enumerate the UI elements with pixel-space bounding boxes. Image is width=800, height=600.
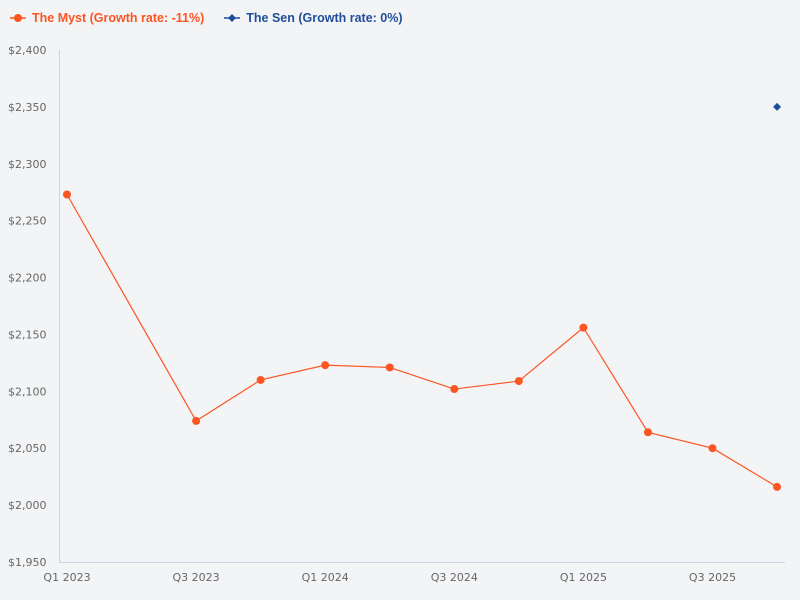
data-point-circle[interactable]	[579, 323, 588, 332]
legend-item-the-sen[interactable]: The Sen (Growth rate: 0%)	[224, 11, 403, 25]
data-point-circle[interactable]	[192, 416, 201, 425]
y-tick-label: $2,200	[8, 272, 47, 285]
data-point-circle[interactable]	[514, 377, 523, 386]
circle-marker-icon	[10, 14, 26, 22]
y-tick-label: $2,250	[8, 215, 47, 228]
series-line	[66, 194, 778, 488]
y-tick-label: $2,350	[8, 101, 47, 114]
y-tick-label: $2,100	[8, 385, 47, 398]
series-group	[63, 102, 782, 491]
data-point-circle[interactable]	[63, 190, 71, 199]
y-tick-label: $1,950	[8, 556, 47, 569]
x-tick-label: Q1 2025	[560, 571, 607, 584]
y-tick-label: $2,150	[8, 328, 47, 341]
data-point-circle[interactable]	[256, 375, 265, 384]
x-tick-label: Q3 2023	[173, 571, 220, 584]
legend: The Myst (Growth rate: -11%) The Sen (Gr…	[10, 8, 403, 28]
data-point-circle[interactable]	[385, 363, 394, 372]
y-tick-label: $2,050	[8, 442, 47, 455]
y-axis-ticks: $1,950 $2,000 $2,050 $2,100 $2,150 $2,200 $2,2…	[8, 44, 47, 569]
x-tick-label: Q1 2024	[302, 571, 349, 584]
data-point-circle[interactable]	[450, 385, 459, 394]
y-tick-label: $2,000	[8, 499, 47, 512]
x-tick-label: Q3 2024	[431, 571, 478, 584]
x-axis-ticks: Q1 2023 Q3 2023 Q1 2024 Q3 2024 Q1 2025 Q3 20…	[43, 571, 736, 584]
x-tick-label: Q1 2023	[43, 571, 90, 584]
y-tick-label: $2,400	[8, 44, 47, 57]
data-point-circle[interactable]	[708, 444, 717, 453]
data-point-circle[interactable]	[773, 482, 782, 491]
legend-label: The Sen (Growth rate: 0%)	[246, 11, 403, 25]
legend-item-the-myst[interactable]: The Myst (Growth rate: -11%)	[10, 11, 204, 25]
data-point-circle[interactable]	[321, 361, 330, 370]
diamond-marker-icon	[224, 14, 241, 22]
x-tick-label: Q3 2025	[689, 571, 736, 584]
legend-label: The Myst (Growth rate: -11%)	[32, 11, 205, 25]
data-point-diamond[interactable]	[773, 102, 782, 111]
y-tick-label: $2,300	[8, 158, 47, 171]
data-point-circle[interactable]	[643, 428, 652, 437]
